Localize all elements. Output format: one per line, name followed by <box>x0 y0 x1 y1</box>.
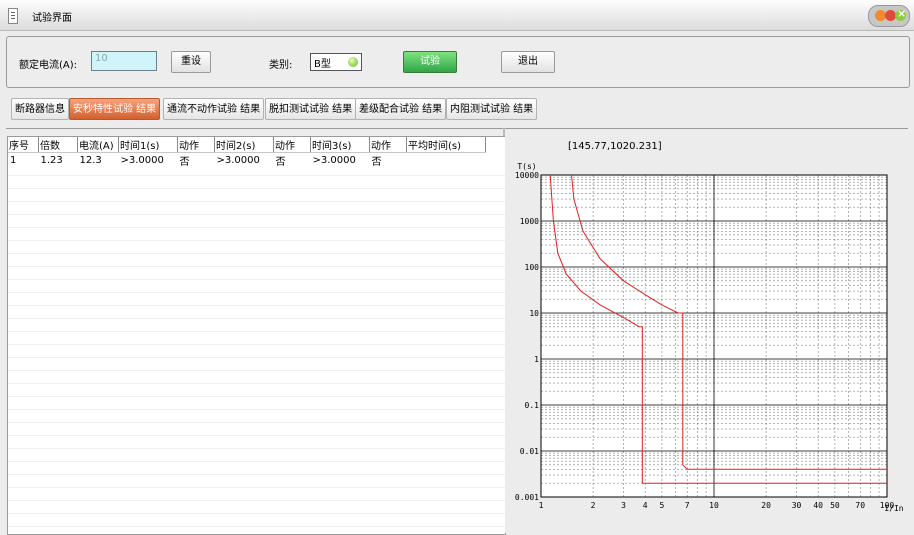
table-row[interactable]: 1 1.23 12.3 >3.0000 否 >3.0000 否 >3.0000 … <box>8 153 486 169</box>
cell-avg-time <box>407 153 486 169</box>
title-bar: 试验界面 <box>0 0 914 31</box>
close-icon[interactable] <box>895 7 906 21</box>
tab-selectivity[interactable]: 差级配合试验 结果 <box>355 98 447 120</box>
minimize-icon[interactable] <box>875 10 886 21</box>
cursor-coordinates: [145.77,1020.231] <box>568 141 662 152</box>
tab-no-trip[interactable]: 通流不动作试验 结果 <box>163 98 265 120</box>
dropdown-icon[interactable] <box>348 57 358 67</box>
cell-time2: >3.0000 <box>216 155 260 166</box>
category-select[interactable]: B型 <box>310 53 362 71</box>
col-header-avg-time[interactable]: 平均时间(s) <box>406 137 486 153</box>
cell-action2: 否 <box>275 157 286 168</box>
rated-current-label: 额定电流(A): <box>19 60 78 71</box>
table-grid <box>8 163 505 534</box>
window-controls <box>868 5 910 27</box>
tab-ampere-second[interactable]: 安秒特性试验 结果 <box>69 98 161 120</box>
cell-action1: 否 <box>179 157 190 168</box>
reset-button[interactable]: 重设 <box>171 51 211 73</box>
category-label: 类别: <box>269 60 293 71</box>
col-header-multiple[interactable]: 倍数 <box>38 137 78 153</box>
tab-breaker-info[interactable]: 断路器信息 <box>11 98 69 120</box>
col-header-current[interactable]: 电流(A) <box>77 137 119 153</box>
col-header-action2[interactable]: 动作 <box>273 137 311 153</box>
exit-button[interactable]: 退出 <box>501 51 555 73</box>
test-button[interactable]: 试验 <box>403 51 457 73</box>
window-icon <box>8 8 18 24</box>
cell-time3: >3.0000 <box>312 155 356 166</box>
col-header-action3[interactable]: 动作 <box>369 137 407 153</box>
col-header-time2[interactable]: 时间2(s) <box>214 137 274 153</box>
col-header-index[interactable]: 序号 <box>8 137 39 153</box>
col-header-time1[interactable]: 时间1(s) <box>118 137 178 153</box>
cell-time1: >3.0000 <box>120 155 164 166</box>
category-value: B型 <box>314 59 331 70</box>
tab-bar: 断路器信息 安秒特性试验 结果 通流不动作试验 结果 脱扣测试试验 结果 差级配… <box>6 98 908 122</box>
control-panel: 额定电流(A): 10 重设 类别: B型 试验 退出 <box>6 36 910 88</box>
cell-current: 12.3 <box>79 155 102 166</box>
cell-action3: 否 <box>371 157 382 168</box>
cell-index: 1 <box>10 155 17 166</box>
chart-panel <box>505 136 908 533</box>
results-table: 序号 倍数 电流(A) 时间1(s) 动作 时间2(s) 动作 时间3(s) 动… <box>7 136 506 535</box>
col-header-time3[interactable]: 时间3(s) <box>310 137 370 153</box>
table-header-row: 序号 倍数 电流(A) 时间1(s) 动作 时间2(s) 动作 时间3(s) 动… <box>8 137 486 153</box>
content-area <box>6 128 908 534</box>
maximize-icon[interactable] <box>885 10 896 21</box>
window-title: 试验界面 <box>32 13 72 24</box>
rated-current-input[interactable]: 10 <box>91 51 157 71</box>
tab-trip-test[interactable]: 脱扣测试试验 结果 <box>265 98 357 120</box>
col-header-action1[interactable]: 动作 <box>177 137 215 153</box>
tab-internal-resistance[interactable]: 内阻测试试验 结果 <box>446 98 538 120</box>
cell-multiple: 1.23 <box>40 155 63 166</box>
